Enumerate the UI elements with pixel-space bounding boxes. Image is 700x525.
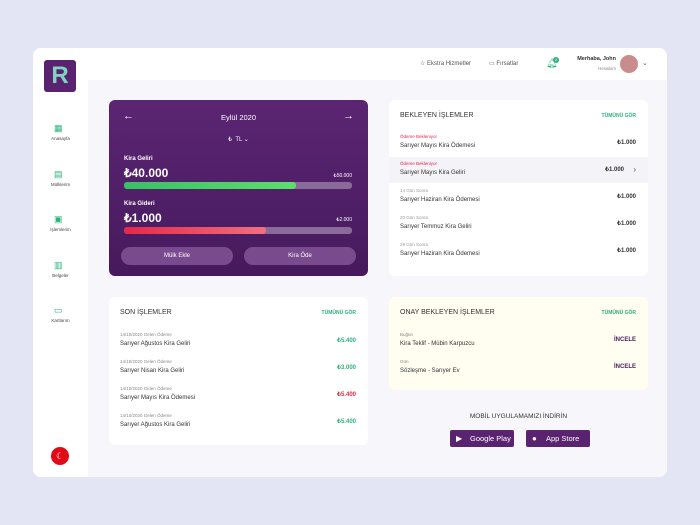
approval-card: ONAY BEKLEYEN İŞLEMLER TÜMÜNÜ GÖR Buğün K… (389, 297, 648, 390)
income-amount: ₺40.000 (124, 166, 169, 180)
see-all[interactable]: TÜMÜNÜ GÖR (321, 310, 356, 316)
row-title[interactable]: Sarıyer Nisan Kira Geliri (120, 368, 185, 374)
review-link[interactable]: İNCELE (613, 364, 636, 370)
google-play-badge[interactable]: ▶ Google Play (450, 430, 514, 447)
row-date: 14/10/2020 Gelen Ödeme (120, 332, 172, 337)
button[interactable]: Mülk Ekle (121, 247, 233, 265)
month: Eylül 2020 (220, 113, 257, 122)
summary-card: ← → Eylül 2020 ₺ TL ⌄ Kira Geliri ₺40.00… (109, 100, 368, 276)
row-status: 14 Gün Sonra (400, 188, 429, 193)
card-title: BEKLEYEN İŞLEMLER (400, 112, 474, 119)
nav-label[interactable]: İşlemlerim (50, 227, 71, 232)
row-title[interactable]: Sarıyer Ağustos Kira Geliri (120, 422, 191, 428)
see-all[interactable]: TÜMÜNÜ GÖR (601, 113, 636, 119)
row-title: Kira Teklif - Mübin Karpuzcu (400, 341, 475, 347)
app-store-badge[interactable]: ● App Store (526, 430, 590, 447)
row-title[interactable]: Sarıyer Temmuz Kira Geliri (400, 224, 472, 230)
apple-icon: ● (532, 434, 537, 443)
button[interactable]: Kira Öde (244, 247, 356, 265)
row-amount: ₺1.000 (617, 248, 636, 254)
nav-text: Ekstra Hizmetler (427, 61, 472, 67)
row-status: Ödeme Bekleniyor (400, 134, 438, 139)
nav-icon[interactable]: ▥ (54, 259, 63, 270)
see-all[interactable]: TÜMÜNÜ GÖR (601, 310, 636, 316)
currency-symbol: ₺ (228, 137, 232, 143)
row-date: 14/10/2020 Gelen Ödeme (120, 413, 172, 418)
row-amount: ₺1.000 (617, 221, 636, 227)
expense-target: ₺2.000 (336, 217, 352, 223)
greeting: Merhaba, John (577, 56, 616, 62)
row-title[interactable]: Sarıyer Mayıs Kira Ödemesi (400, 143, 476, 149)
app-title: MOBİL UYGULAMAMIZI İNDİRİN (469, 413, 568, 420)
avatar[interactable] (620, 55, 638, 73)
nav-label[interactable]: Mülklerim (50, 181, 71, 187)
store-name: App Store (546, 434, 580, 443)
prev-arrow[interactable]: ← (123, 110, 134, 122)
row-date: 14/10/2020 Gelen Ödeme (120, 359, 172, 364)
row-amount: ₺5.400 (337, 392, 356, 398)
store-name: Google Play (470, 434, 511, 443)
expense-amount: ₺1.000 (124, 211, 162, 225)
nav-link[interactable]: ☆ Ekstra Hizmetler (420, 61, 472, 67)
row-date: 14/10/2020 Giden Ödeme (120, 386, 172, 391)
row-highlight (389, 157, 648, 183)
review-link[interactable]: İNCELE (613, 337, 636, 343)
card-title: SON İŞLEMLER (120, 309, 172, 316)
row-date: Buğün (400, 332, 414, 337)
row-title[interactable]: Sarıyer Haziran Kira Ödemesi (400, 197, 480, 203)
row-amount: ₺3.000 (337, 365, 356, 371)
currency-select[interactable]: ₺ TL ⌄ (228, 137, 249, 143)
row-amount: ₺5.400 (337, 419, 356, 425)
badge: 2 (553, 57, 559, 63)
nav-icon[interactable]: ▣ (54, 214, 63, 224)
recent-card: SON İŞLEMLER TÜMÜNÜ GÖR 14/10/2020 Gelen… (109, 297, 368, 445)
account[interactable]: Hesabım (597, 66, 616, 71)
top-bar (33, 48, 667, 80)
row-title[interactable]: Sarıyer Mayıs Kira Ödemesi (120, 395, 196, 401)
row-title[interactable]: Sarıyer Mayıs Kira Geliri (400, 170, 466, 176)
nav-label[interactable]: Anasayfa (51, 136, 70, 141)
expense-label: Kira Gideri (124, 201, 155, 207)
nav-icon[interactable]: ▦ (54, 123, 63, 133)
nav-label[interactable]: Kartlarım (51, 318, 70, 323)
row-amount: ₺1.000 (605, 167, 624, 173)
language-flag[interactable]: ☾ (51, 447, 69, 465)
row-title: Sözleşme - Sarıyer Ev (400, 368, 460, 374)
sidebar (33, 48, 88, 477)
row-amount: ₺1.000 (617, 194, 636, 200)
chevron[interactable]: › (633, 165, 636, 174)
expense-fill (124, 227, 266, 234)
row-status: 29 Gün Sonra (400, 242, 429, 247)
row-title[interactable]: Sarıyer Ağustos Kira Geliri (120, 341, 191, 347)
row-status: 20 Gün Sonra (400, 215, 429, 220)
nav-link[interactable]: ▭ Fırsatlar (489, 61, 519, 67)
pending-card: BEKLEYEN İŞLEMLER TÜMÜNÜ GÖR Ödeme Bekle… (389, 100, 648, 276)
row-amount: ₺1.000 (617, 140, 636, 146)
income-label: Kira Geliri (124, 156, 153, 162)
play-icon: ▶ (456, 434, 463, 443)
nav-label[interactable]: Belgeler (52, 272, 69, 278)
card-title: ONAY BEKLEYEN İŞLEMLER (400, 309, 495, 316)
income-track (124, 182, 352, 189)
currency: TL (235, 137, 243, 143)
expense-track (124, 227, 352, 234)
nav-text: Fırsatlar (496, 61, 519, 67)
row-title[interactable]: Sarıyer Haziran Kira Ödemesi (400, 251, 480, 257)
row-date: Gün (400, 359, 409, 364)
next-arrow[interactable]: → (343, 110, 354, 122)
bell-icon[interactable]: 🔔︎ (546, 58, 558, 68)
row-status: Ödeme Bekleniyor (400, 161, 438, 166)
nav-icon[interactable]: ▭ (54, 305, 63, 315)
nav-icon[interactable]: ▤ (54, 168, 63, 179)
income-target: ₺50.000 (333, 173, 352, 179)
logo[interactable]: R (44, 60, 76, 92)
income-fill (124, 182, 296, 189)
dropdown-caret[interactable]: ⌄ (642, 60, 648, 67)
row-amount: ₺5.400 (337, 338, 356, 344)
